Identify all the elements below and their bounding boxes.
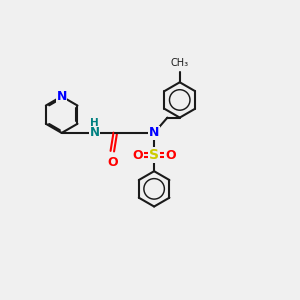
Text: H: H <box>90 118 99 128</box>
Text: CH₃: CH₃ <box>171 58 189 68</box>
Text: O: O <box>133 148 143 161</box>
Text: O: O <box>107 156 118 169</box>
Text: N: N <box>90 126 100 140</box>
Text: N: N <box>56 90 67 103</box>
Text: N: N <box>149 126 159 140</box>
Text: O: O <box>165 148 175 161</box>
Text: S: S <box>149 148 159 162</box>
